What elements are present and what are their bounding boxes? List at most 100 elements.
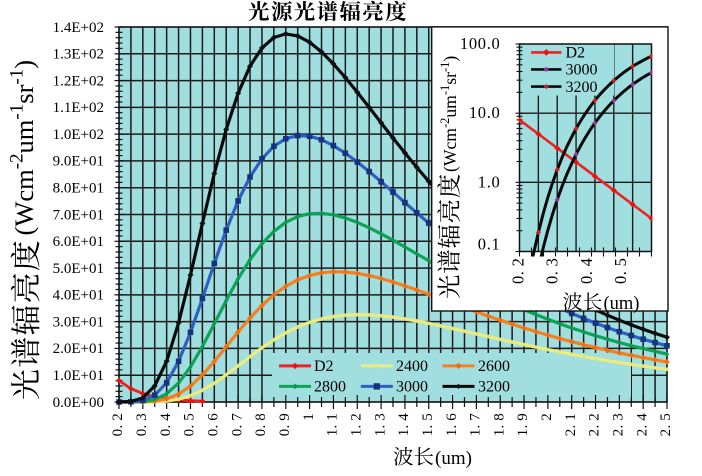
svg-text:3000: 3000: [566, 62, 598, 79]
svg-text:.: .: [634, 425, 650, 429]
svg-text:(um): (um): [604, 294, 640, 314]
svg-text:2600: 2600: [478, 358, 510, 375]
svg-text:2: 2: [587, 429, 603, 437]
svg-text:1: 1: [349, 429, 365, 437]
svg-text:.: .: [515, 425, 531, 429]
svg-text:D2: D2: [566, 45, 586, 62]
svg-text:100.0: 100.0: [460, 34, 501, 53]
svg-text:.: .: [372, 425, 388, 429]
svg-text:1: 1: [444, 429, 460, 437]
svg-text:5: 5: [182, 413, 198, 421]
svg-text:.: .: [158, 425, 174, 429]
svg-text:8: 8: [491, 413, 507, 421]
svg-text:1.0E+01: 1.0E+01: [53, 368, 104, 384]
svg-text:0: 0: [253, 429, 269, 437]
svg-text:.: .: [110, 425, 126, 429]
svg-text:6: 6: [444, 413, 460, 421]
svg-text:1: 1: [420, 429, 436, 437]
svg-text:5: 5: [420, 413, 436, 421]
svg-text:2800: 2800: [314, 379, 346, 396]
svg-text:6: 6: [206, 413, 222, 421]
svg-text:7.0E+01: 7.0E+01: [53, 207, 104, 223]
svg-text:1.3E+02: 1.3E+02: [53, 47, 104, 63]
svg-text:1.2E+02: 1.2E+02: [53, 73, 104, 89]
svg-text:0.0E+00: 0.0E+00: [53, 395, 104, 411]
svg-text:.: .: [658, 425, 674, 429]
svg-text:.: .: [468, 425, 484, 429]
svg-text:.: .: [587, 425, 603, 429]
svg-text:1: 1: [372, 429, 388, 437]
svg-text:.: .: [134, 425, 150, 429]
svg-text:.: .: [349, 425, 365, 429]
svg-text:1: 1: [325, 413, 341, 421]
svg-text:.: .: [508, 271, 527, 275]
svg-text:2: 2: [611, 429, 627, 437]
svg-text:2400: 2400: [396, 358, 428, 375]
svg-text:9: 9: [515, 413, 531, 421]
svg-text:0: 0: [508, 276, 527, 284]
svg-text:0: 0: [229, 429, 245, 437]
svg-text:8: 8: [253, 413, 269, 421]
svg-text:10.0: 10.0: [469, 103, 501, 122]
svg-text:.: .: [611, 425, 627, 429]
svg-text:(Wcm-2um-1sr-1): (Wcm-2um-1sr-1): [438, 56, 460, 172]
svg-text:1.0E+02: 1.0E+02: [53, 127, 104, 143]
svg-text:6.0E+01: 6.0E+01: [53, 234, 104, 250]
svg-text:5.0E+01: 5.0E+01: [53, 261, 104, 277]
svg-text:.: .: [277, 425, 293, 429]
svg-text:3: 3: [134, 413, 150, 421]
svg-text:.: .: [420, 425, 436, 429]
svg-text:2.0E+01: 2.0E+01: [53, 341, 104, 357]
svg-text:.: .: [611, 271, 630, 275]
svg-text:4: 4: [634, 413, 650, 421]
svg-text:3200: 3200: [566, 79, 598, 96]
svg-text:0: 0: [277, 429, 293, 437]
svg-text:2: 2: [508, 258, 527, 266]
svg-text:5: 5: [611, 258, 630, 266]
svg-text:1.1E+02: 1.1E+02: [53, 100, 104, 116]
svg-text:7: 7: [229, 413, 245, 421]
svg-text:4: 4: [158, 413, 174, 421]
svg-text:.: .: [206, 425, 222, 429]
svg-text:.: .: [542, 271, 561, 275]
svg-text:2: 2: [587, 413, 603, 421]
svg-text:4: 4: [577, 258, 596, 266]
svg-text:1: 1: [468, 429, 484, 437]
svg-text:3: 3: [542, 258, 561, 266]
svg-text:4: 4: [396, 413, 412, 421]
svg-text:3.0E+01: 3.0E+01: [53, 314, 104, 330]
svg-text:0: 0: [542, 276, 561, 284]
svg-text:1: 1: [515, 429, 531, 437]
svg-text:3200: 3200: [478, 379, 510, 396]
svg-text:.: .: [396, 425, 412, 429]
svg-text:0: 0: [110, 429, 126, 437]
svg-text:.: .: [444, 425, 460, 429]
svg-text:1: 1: [325, 429, 341, 437]
svg-text:1: 1: [491, 429, 507, 437]
svg-text:4.0E+01: 4.0E+01: [53, 288, 104, 304]
svg-text:1: 1: [396, 429, 412, 437]
svg-text:1: 1: [301, 413, 317, 421]
svg-text:(Wcm-2um-1sr-1): (Wcm-2um-1sr-1): [6, 60, 39, 236]
svg-text:0: 0: [577, 276, 596, 284]
svg-text:2: 2: [634, 429, 650, 437]
svg-text:3: 3: [372, 413, 388, 421]
svg-text:2: 2: [110, 413, 126, 421]
svg-text:9.0E+01: 9.0E+01: [53, 154, 104, 170]
svg-text:2: 2: [658, 429, 674, 437]
svg-text:0.1: 0.1: [478, 235, 501, 254]
svg-text:D2: D2: [314, 358, 334, 375]
svg-text:0: 0: [182, 429, 198, 437]
svg-text:.: .: [563, 425, 579, 429]
svg-text:0: 0: [158, 429, 174, 437]
svg-text:0: 0: [134, 429, 150, 437]
svg-text:5: 5: [658, 413, 674, 421]
svg-text:7: 7: [468, 413, 484, 421]
svg-text:.: .: [229, 425, 245, 429]
svg-text:2: 2: [349, 413, 365, 421]
svg-text:0: 0: [611, 276, 630, 284]
svg-text:3000: 3000: [396, 379, 428, 396]
svg-text:2: 2: [563, 429, 579, 437]
svg-text:(um): (um): [435, 448, 472, 469]
svg-text:.: .: [491, 425, 507, 429]
